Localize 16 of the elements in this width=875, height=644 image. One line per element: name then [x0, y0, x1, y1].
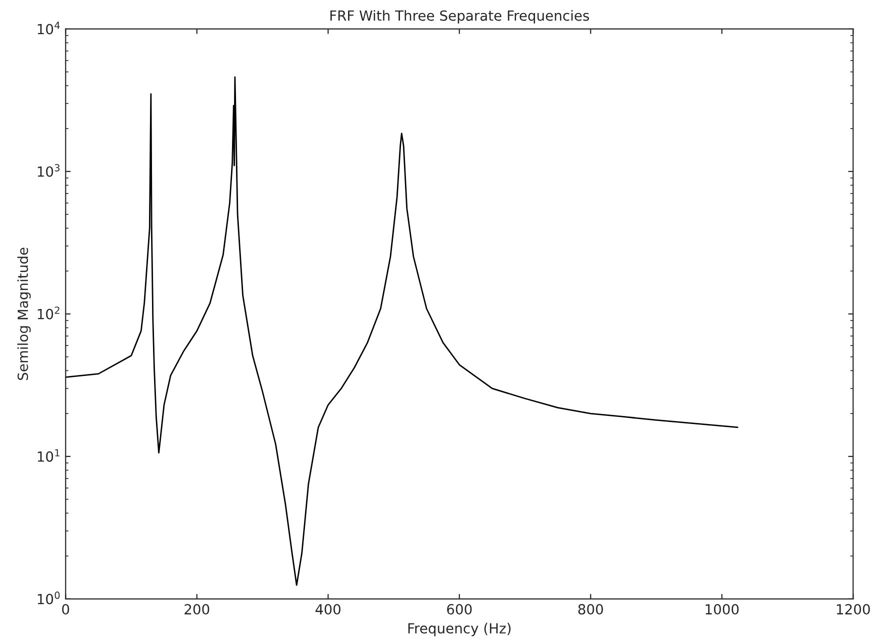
x-tick-label: 1000 [706, 604, 739, 615]
x-tick-label: 0 [62, 604, 70, 615]
y-tick-label: 10$^{3}$ [38, 164, 60, 177]
x-tick-label: 200 [184, 604, 210, 615]
x-tick-label: 600 [447, 604, 472, 615]
y-tick-label: 10$^{1}$ [38, 449, 60, 462]
x-tick-label: 800 [578, 604, 603, 615]
x-tick-label: 400 [316, 604, 340, 615]
x-tick-label: 1200 [836, 604, 870, 615]
x-axis-title: Frequency (Hz) [408, 622, 511, 636]
y-tick-label: 10$^{2}$ [38, 306, 60, 320]
y-tick-label: 10$^{0}$ [38, 592, 60, 604]
y-axis-title: Semilog Magnitude [17, 248, 31, 380]
line-series [66, 76, 738, 586]
chart-title: FRF With Three Separate Frequencies [330, 10, 590, 24]
y-tick-label: 10$^{4}$ [38, 22, 60, 34]
